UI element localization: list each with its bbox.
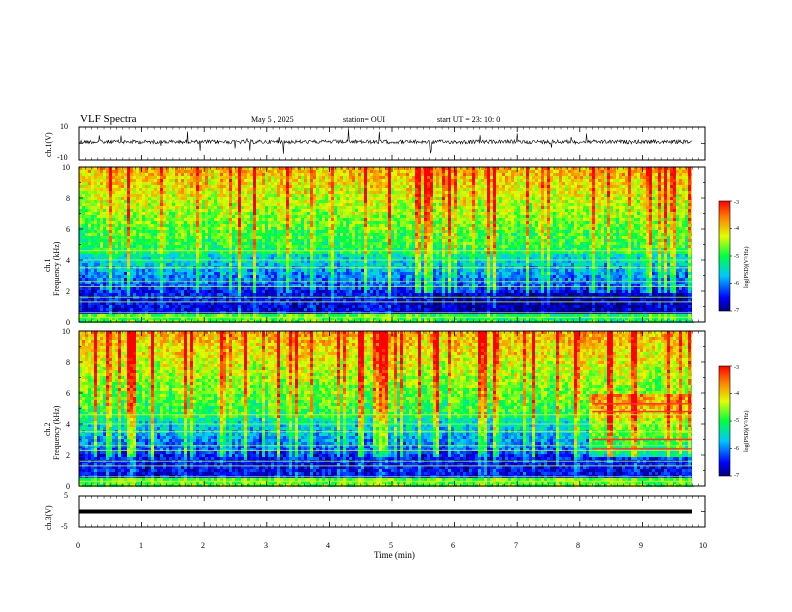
- ch1-freq-tick-4: 4: [66, 256, 70, 266]
- ch2-freq-tick-0: 0: [66, 482, 70, 492]
- x-tick-7: 7: [514, 541, 518, 551]
- cb2-tick-m7: -7: [734, 471, 739, 481]
- x-tick-2: 2: [201, 541, 205, 551]
- cb1-tick-m7: -7: [734, 306, 739, 316]
- ch3-waveform-trace: [79, 509, 692, 514]
- ch1-freq-tick-8: 8: [66, 194, 70, 204]
- ch1-spectrogram-ylabel-1: ch.1: [43, 258, 52, 272]
- spectrogram-ch1-cells: [79, 167, 705, 323]
- station-label: station= OUI: [343, 115, 385, 125]
- ch1-colorbar: [718, 200, 731, 312]
- x-tick-4: 4: [326, 541, 330, 551]
- ch1-freq-tick-2: 2: [66, 287, 70, 297]
- x-tick-6: 6: [451, 541, 455, 551]
- ch1-freq-tick-10: 10: [62, 163, 70, 173]
- cb1-tick-m4: -4: [734, 224, 739, 234]
- ch2-freq-tick-8: 8: [66, 358, 70, 368]
- cb1-tick-m6: -6: [734, 279, 739, 289]
- ch1-freq-tick-6: 6: [66, 225, 70, 235]
- ch2-spectrogram-ylabel-1: ch.2: [43, 422, 52, 436]
- x-tick-0: 0: [76, 541, 80, 551]
- ch1-freq-tick-0: 0: [66, 318, 70, 328]
- ch3-ytick-top: 5: [64, 491, 68, 501]
- start-time-label: start UT = 23: 10: 0: [437, 115, 500, 125]
- ch2-freq-tick-4: 4: [66, 420, 70, 430]
- cb2-tick-m5: -5: [734, 416, 739, 426]
- x-axis-label: Time (min): [374, 550, 415, 560]
- ch2-freq-tick-2: 2: [66, 451, 70, 461]
- ch1-voltage-ylabel: ch.1(V): [44, 132, 53, 157]
- cb2-tick-m6: -6: [734, 444, 739, 454]
- ch3-ytick-bottom: -5: [61, 522, 68, 532]
- x-tick-8: 8: [576, 541, 580, 551]
- ch2-freq-tick-6: 6: [66, 389, 70, 399]
- ch3-voltage-ylabel: ch.3(V): [44, 505, 53, 530]
- ch1-spectrogram-ylabel-2: Frequency (kHz): [52, 242, 61, 296]
- x-tick-10: 10: [699, 541, 707, 551]
- cb1-tick-m3: -3: [734, 198, 739, 208]
- ch1-waveform-trace: [78, 129, 692, 154]
- cb2-label: log(PSD)(V²/Hz): [744, 411, 751, 452]
- x-tick-5: 5: [389, 541, 393, 551]
- date-label: May 5 , 2025: [251, 115, 294, 125]
- ch2-freq-tick-10: 10: [62, 327, 70, 337]
- cb2-tick-m3: -3: [734, 363, 739, 373]
- ch1-ytick-top: 10: [60, 122, 68, 132]
- ch2-spectrogram-ylabel-2: Frequency (kHz): [52, 406, 61, 460]
- ch1-ytick-bottom: -10: [57, 153, 68, 163]
- cb2-tick-m4: -4: [734, 389, 739, 399]
- x-tick-9: 9: [639, 541, 643, 551]
- x-tick-1: 1: [139, 541, 143, 551]
- cb1-label: log(PSD)(V²/Hz): [744, 247, 751, 288]
- ch2-colorbar: [718, 365, 731, 477]
- x-tick-3: 3: [264, 541, 268, 551]
- cb1-tick-m5: -5: [734, 252, 739, 262]
- figure-title: VLF Spectra: [80, 114, 137, 125]
- spectrogram-ch2-cells: [79, 331, 705, 487]
